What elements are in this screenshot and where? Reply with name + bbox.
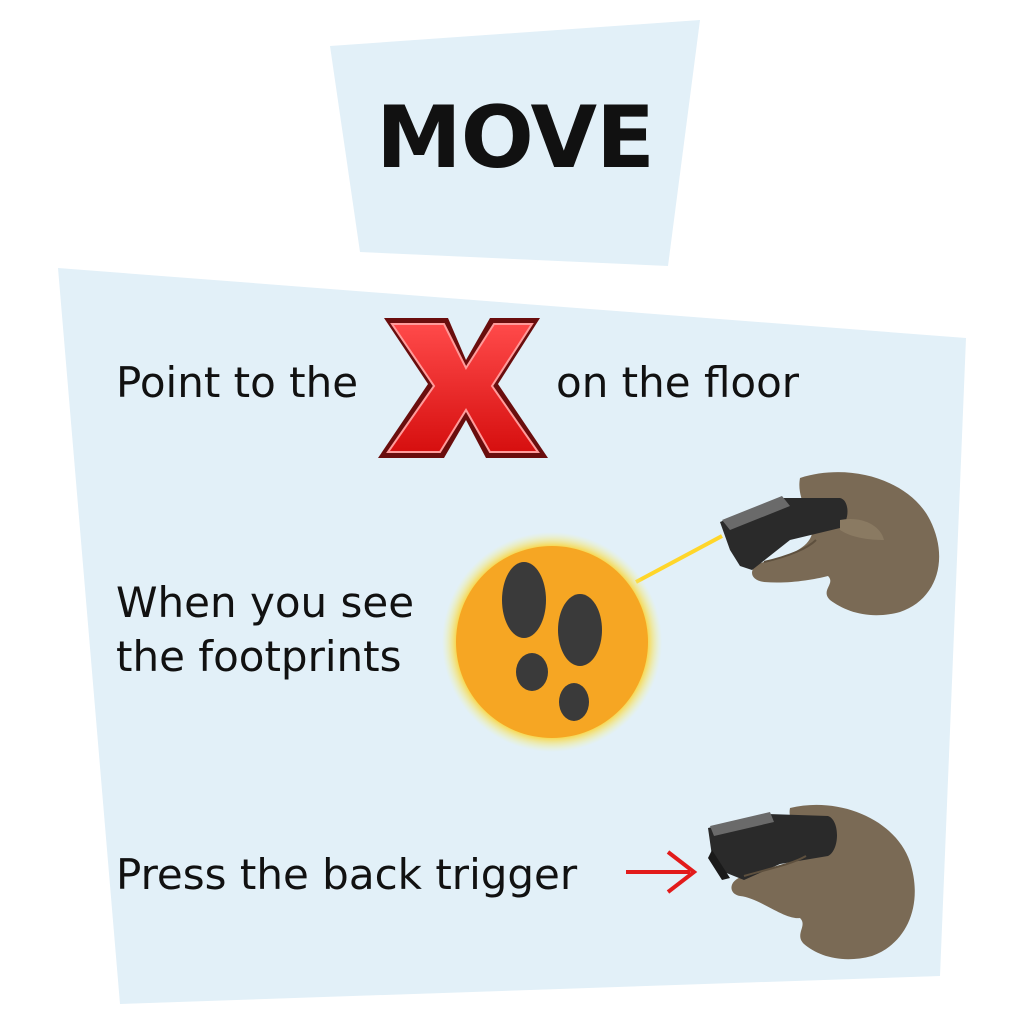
footprints-icon <box>442 532 662 752</box>
laser-beam <box>635 534 723 584</box>
step1-text-after: on the floor <box>556 358 800 407</box>
step2-line2: the footprints <box>116 632 402 681</box>
page-title: MOVE <box>376 88 655 188</box>
title-panel <box>330 20 700 266</box>
vr-controller-hand-bottom <box>708 804 915 960</box>
red-arrow-icon <box>626 850 698 894</box>
step1-text-before: Point to the <box>116 358 359 407</box>
step2-line1: When you see <box>116 578 415 627</box>
step2-text: When you see the footprints <box>116 576 414 684</box>
red-x-icon <box>378 318 548 458</box>
vr-controller-hand-top <box>720 472 940 616</box>
step3-text: Press the back trigger <box>116 850 578 899</box>
